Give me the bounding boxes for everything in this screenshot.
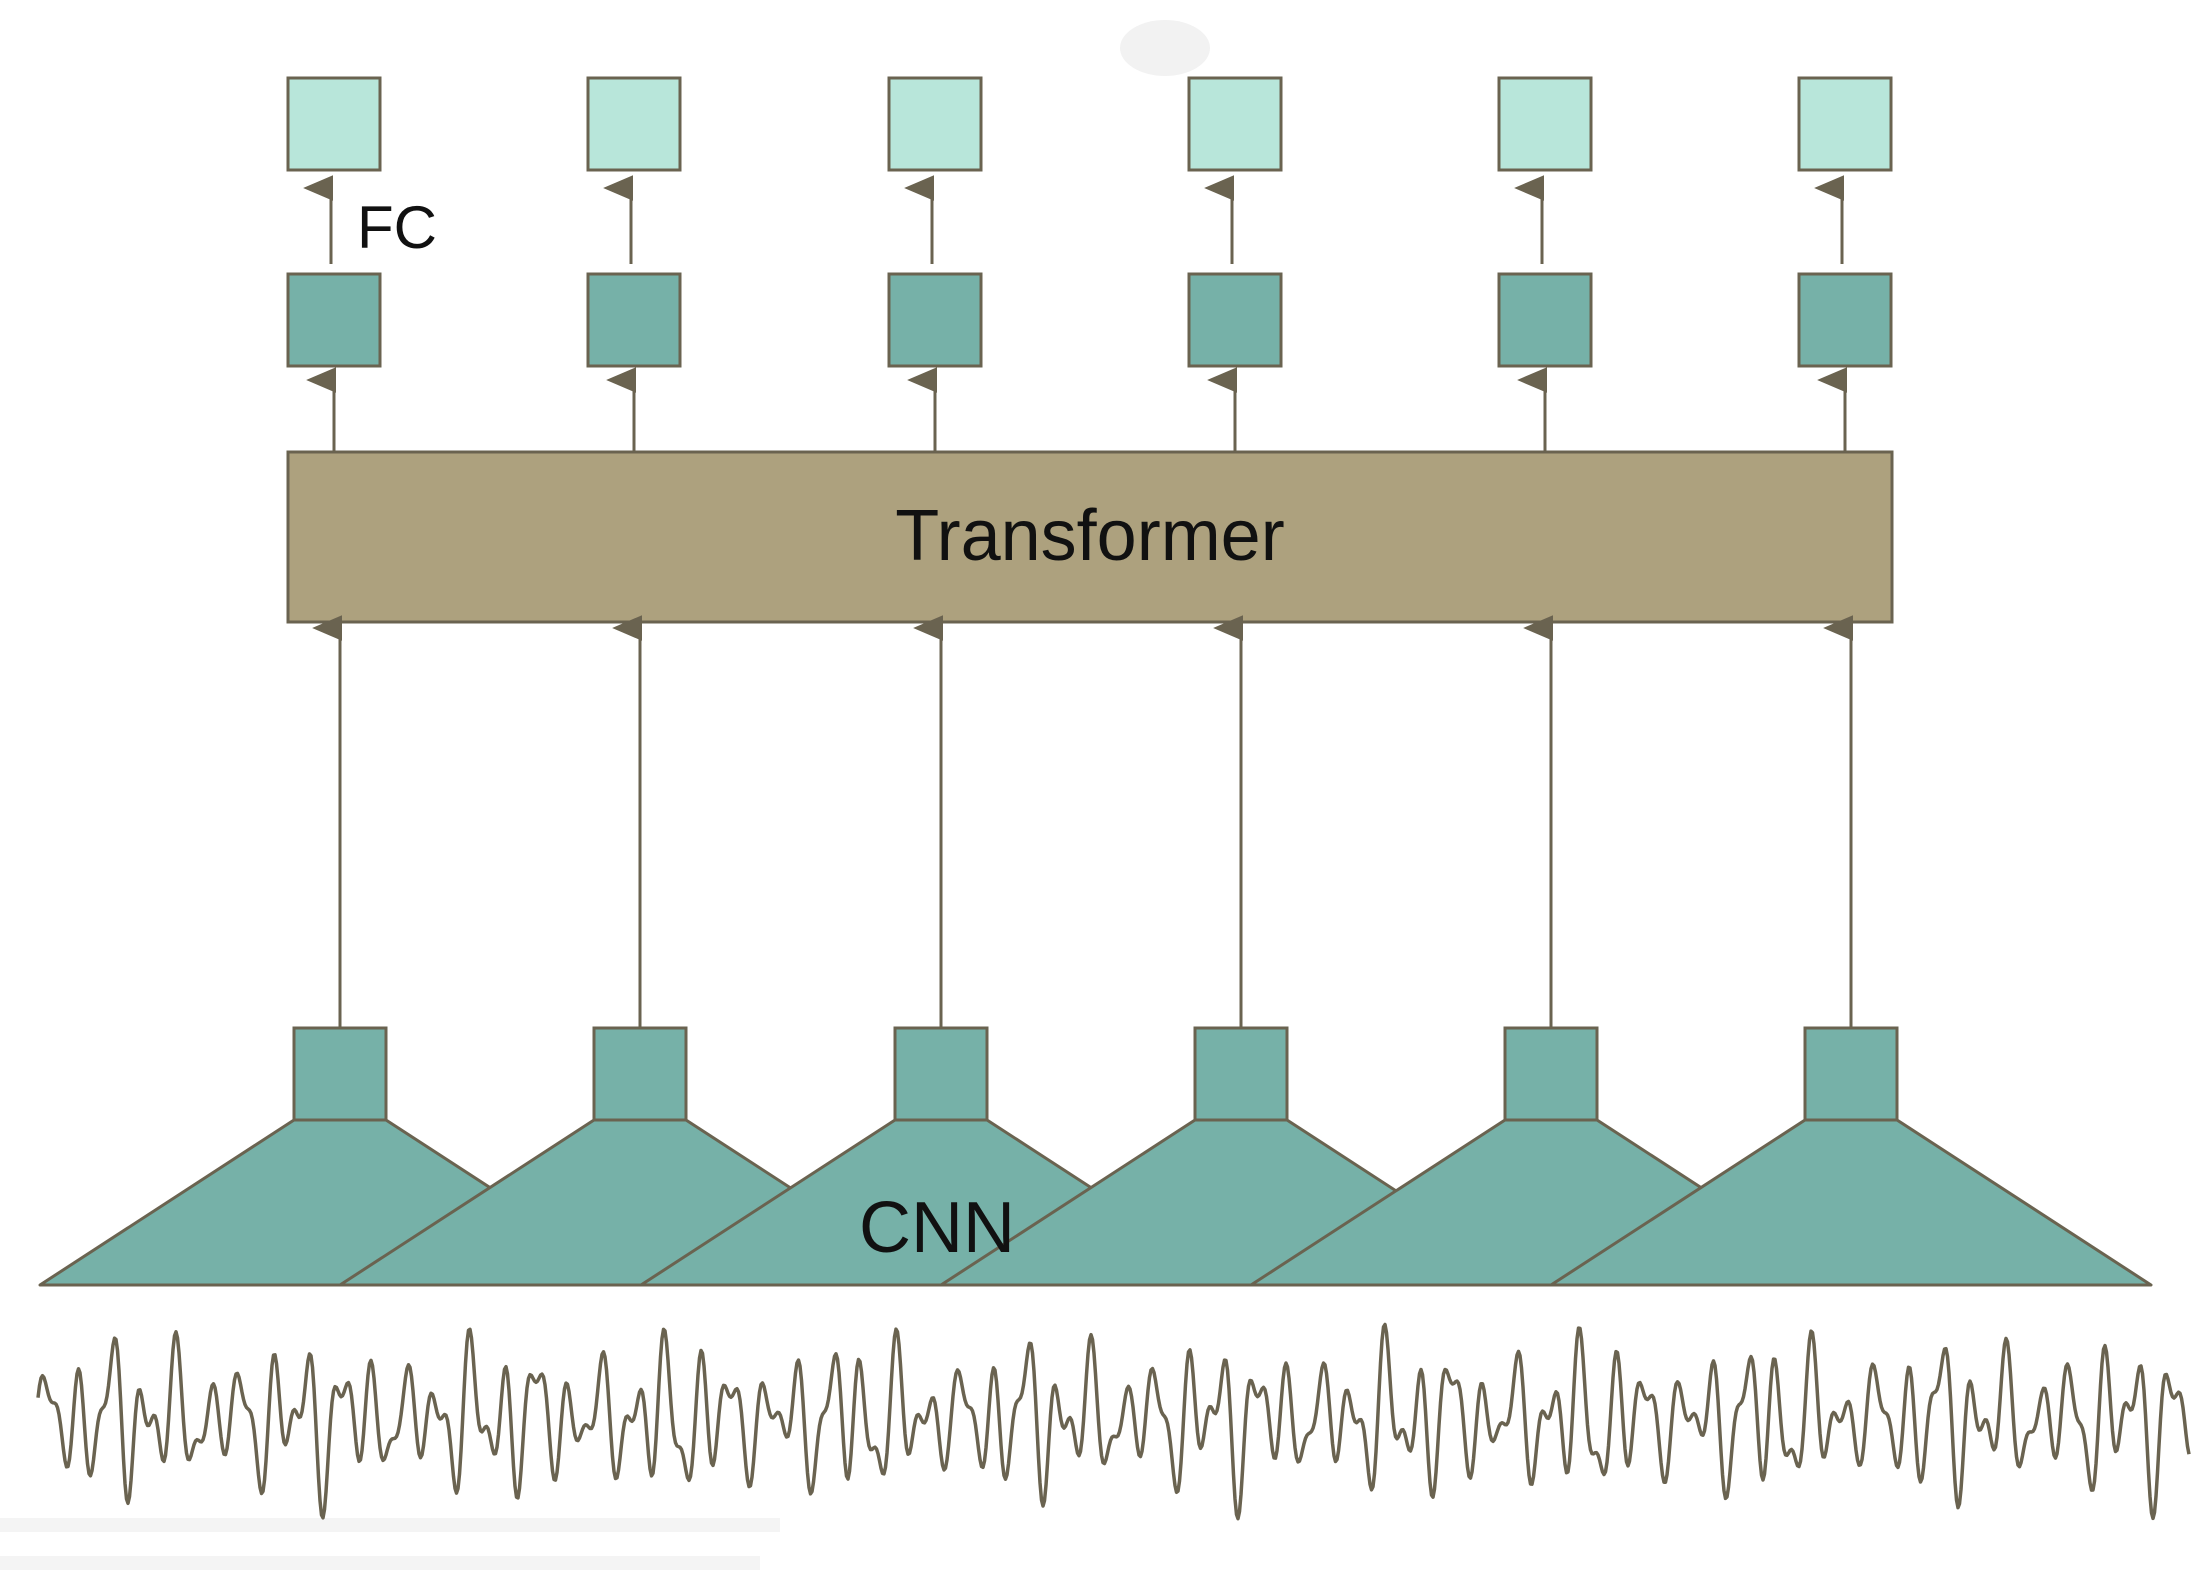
output-box-5	[1497, 76, 1593, 172]
transformer-label: Transformer	[895, 496, 1284, 576]
output-box-2	[586, 76, 682, 172]
cnn-encoder-6	[1549, 1026, 2153, 1287]
output-boxes-row	[286, 76, 1893, 172]
hidden-box-6	[1797, 272, 1893, 368]
fc-label: FC	[357, 194, 437, 261]
output-box-3	[887, 76, 983, 172]
cnn-feature-box-5	[1503, 1026, 1599, 1122]
hidden-box-1	[286, 272, 382, 368]
cnn-feature-box-2	[592, 1026, 688, 1122]
fc-arrows	[303, 175, 1845, 264]
output-box-4	[1187, 76, 1283, 172]
background-artifacts	[0, 20, 1210, 1570]
hidden-box-3	[887, 272, 983, 368]
cnn-feature-box-3	[893, 1026, 989, 1122]
cnn-label: CNN	[859, 1188, 1015, 1268]
cnn-encoders	[38, 1026, 2153, 1287]
cnn-output-arrows	[312, 615, 1854, 1028]
audio-waveform-icon	[36, 1322, 2191, 1521]
hidden-box-2	[586, 272, 682, 368]
transformer-block: Transformer	[286, 450, 1894, 624]
cnn-feature-box-6	[1803, 1026, 1899, 1122]
cnn-feature-box-1	[292, 1026, 388, 1122]
cnn-feature-box-4	[1193, 1026, 1289, 1122]
hidden-box-4	[1187, 272, 1283, 368]
output-box-1	[286, 76, 382, 172]
transformer-output-arrows	[306, 367, 1848, 452]
hidden-box-5	[1497, 272, 1593, 368]
hidden-boxes-row	[286, 272, 1893, 368]
output-box-6	[1797, 76, 1893, 172]
